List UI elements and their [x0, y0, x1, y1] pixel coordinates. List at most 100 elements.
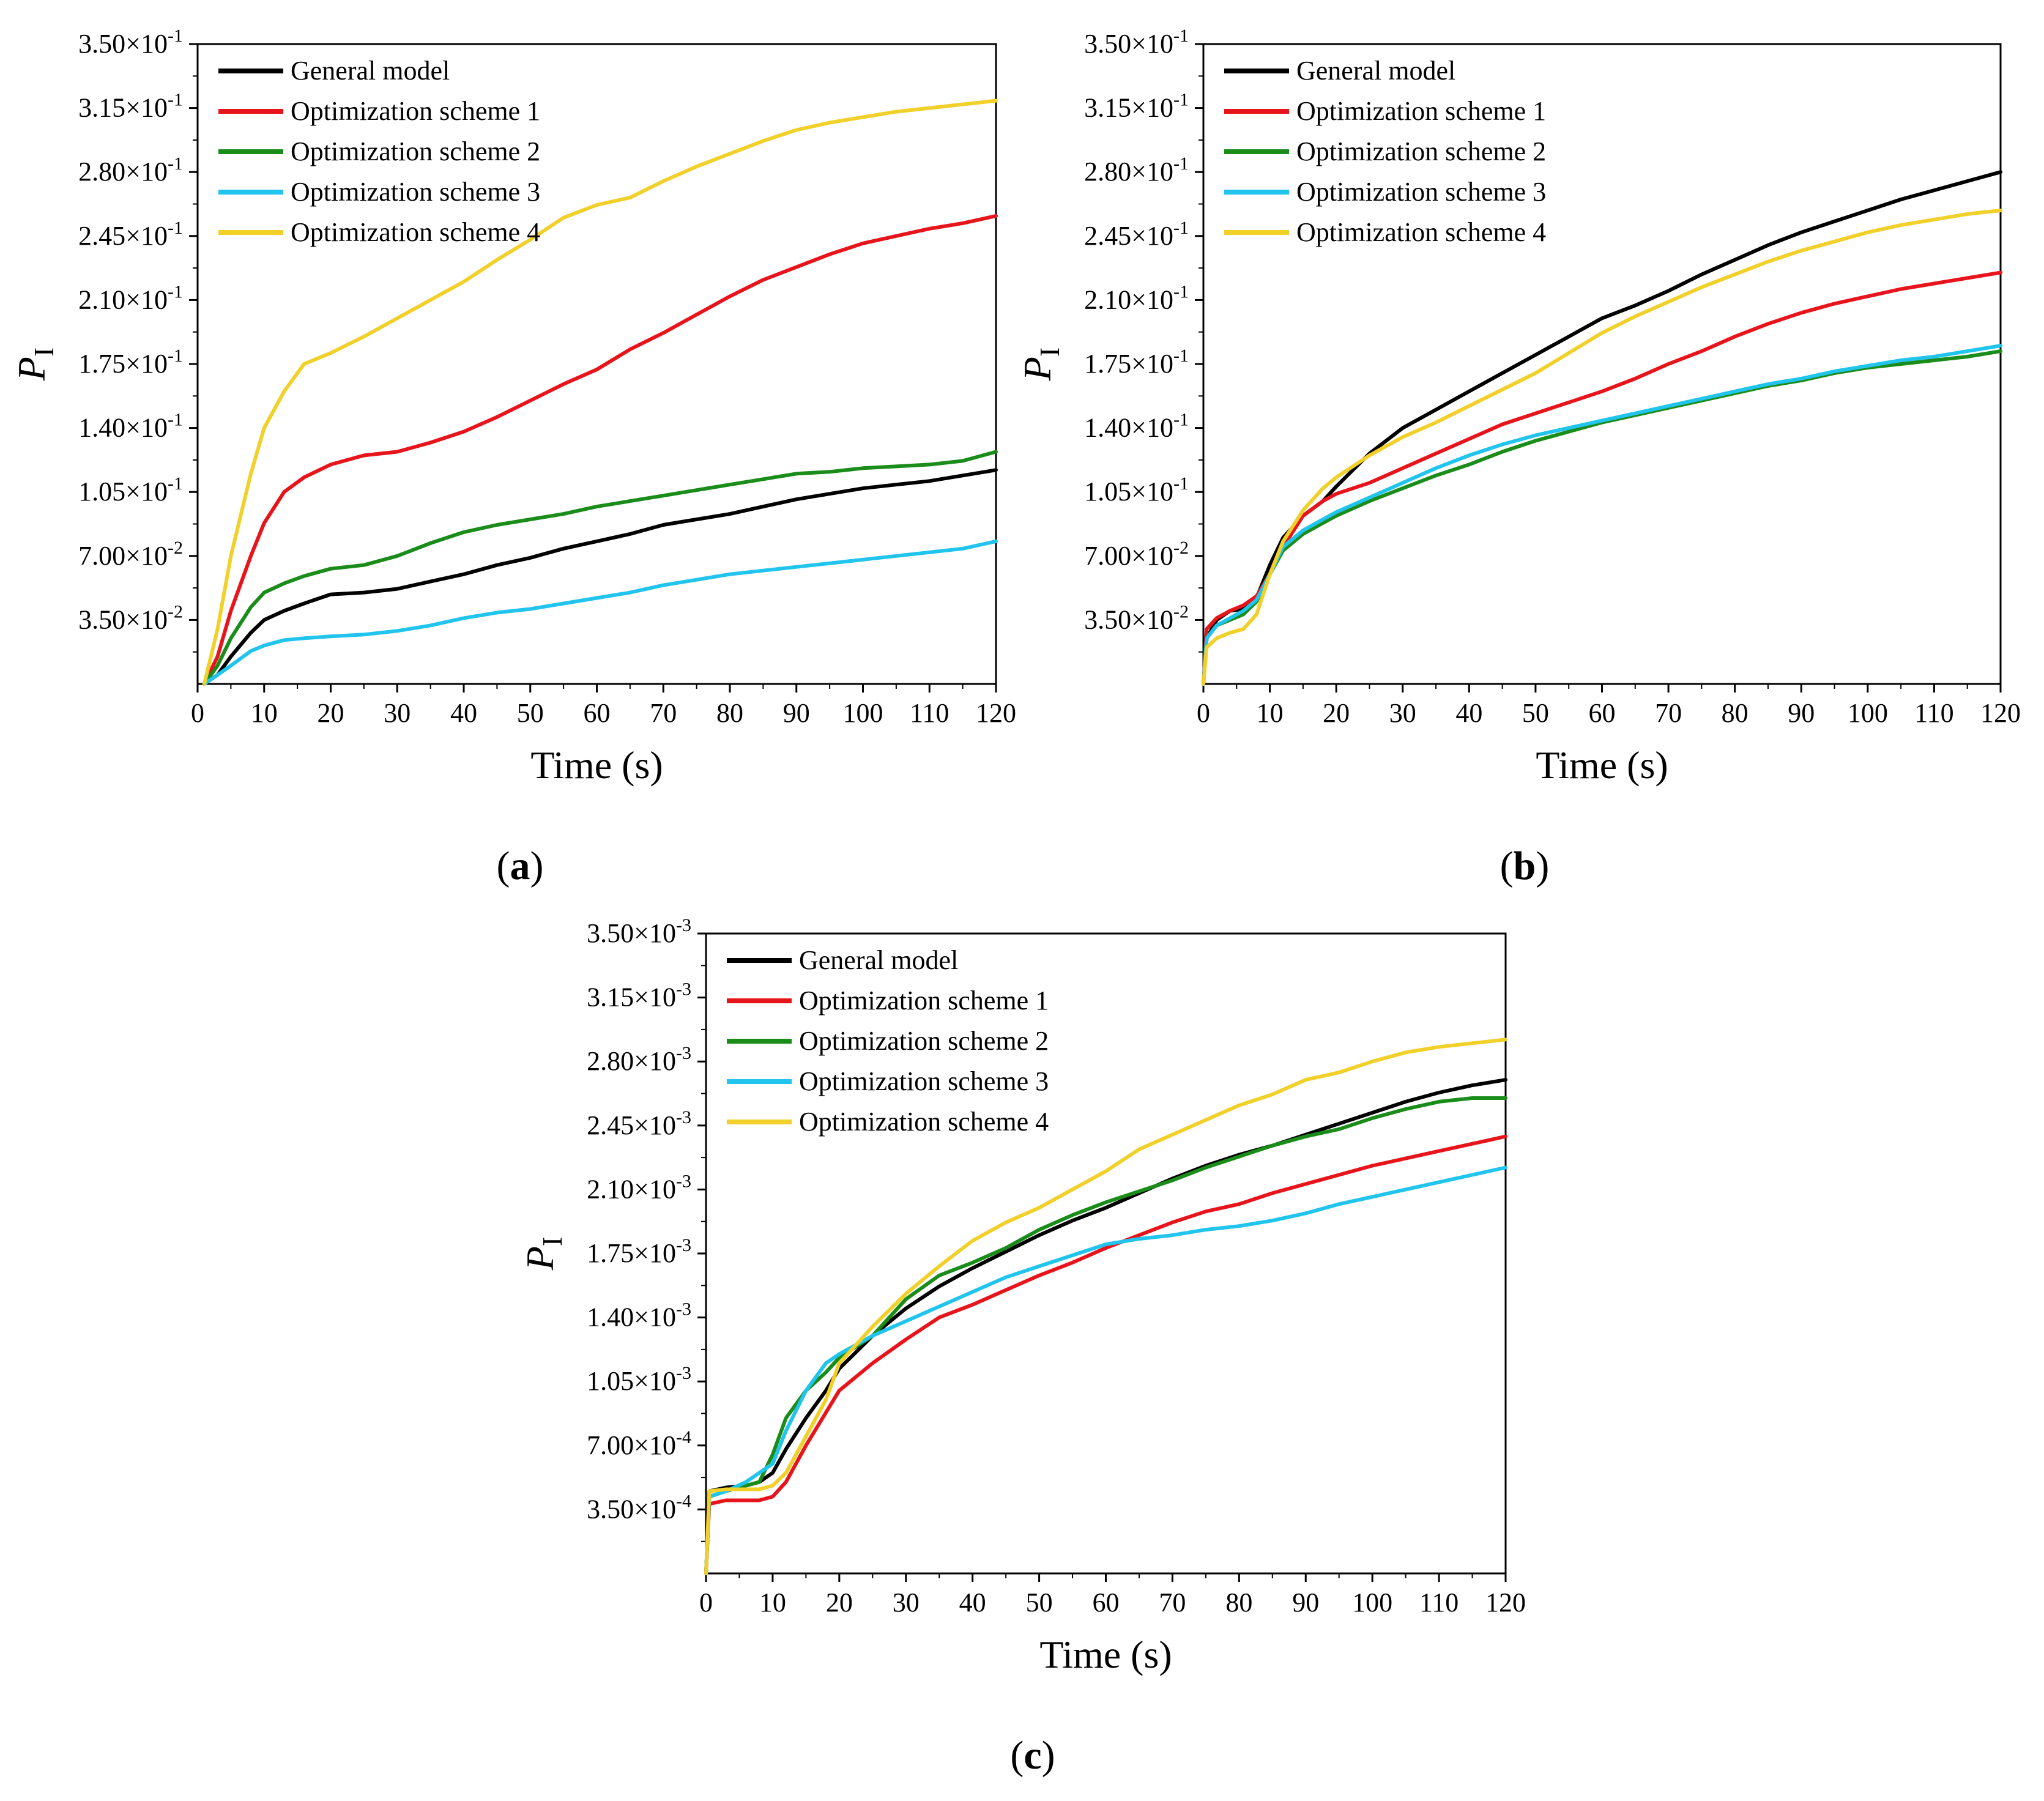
series-line-optimization-scheme-4	[704, 1038, 1507, 1575]
y-tick-label: 3.15×10-1	[1084, 90, 1189, 123]
x-tick-label: 70	[1159, 1587, 1186, 1617]
y-tick-label: 2.80×10-1	[1084, 154, 1189, 187]
legend-entry: Optimization scheme 3	[1296, 177, 1546, 207]
x-tick-label: 100	[1352, 1587, 1392, 1617]
legend-entry: Optimization scheme 1	[291, 96, 540, 126]
legend-entry: Optimization scheme 2	[1296, 136, 1546, 166]
series-line-optimization-scheme-3	[704, 1165, 1507, 1575]
x-axis-label: Time (s)	[530, 743, 663, 787]
y-tick-label: 3.15×10-1	[78, 90, 183, 123]
y-tick-label: 3.50×10-1	[1084, 26, 1189, 59]
x-axis-label: Time (s)	[1536, 743, 1668, 787]
y-tick-label: 2.10×10-1	[1084, 281, 1189, 314]
x-tick-label: 90	[1292, 1587, 1319, 1617]
y-tick-label: 1.05×10-3	[587, 1363, 691, 1396]
y-tick-label: 7.00×10-2	[1084, 538, 1189, 571]
y-tick-label: 2.45×10-3	[587, 1107, 691, 1140]
legend-entry: General model	[799, 945, 958, 975]
x-tick-label: 40	[959, 1587, 986, 1617]
chart-panel-a: 0 10 20 30 40 50 60 70 80 90 100 110 120 3.50×10-2 7.0…	[10, 26, 1016, 888]
legend: General model Optimization scheme 1 Optimi…	[218, 56, 540, 247]
x-tick-label: 120	[1980, 698, 2021, 728]
x-tick-label: 10	[759, 1587, 786, 1617]
x-tick-label: 60	[584, 698, 611, 728]
x-tick-label: 60	[1093, 1587, 1120, 1617]
chart-panel-b: 0 10 20 30 40 50 60 70 80 90 100 110 120 3.50×10-2 7.0…	[1016, 26, 2021, 888]
x-tick-label: 100	[1848, 698, 1888, 728]
legend-entry: Optimization scheme 2	[291, 136, 540, 166]
series-line-optimization-scheme-2	[202, 450, 998, 686]
legend-entry: Optimization scheme 3	[291, 177, 540, 207]
x-tick-label: 120	[976, 698, 1016, 728]
x-tick-label: 0	[1197, 698, 1210, 728]
x-tick-label: 80	[1225, 1587, 1252, 1617]
x-tick-label: 10	[251, 698, 278, 728]
x-axis-label: Time (s)	[1039, 1633, 1172, 1676]
x-tick-label: 50	[1026, 1587, 1053, 1617]
x-tick-label: 40	[1455, 698, 1482, 728]
legend-entry: Optimization scheme 4	[799, 1107, 1049, 1137]
series-line-optimization-scheme-2	[704, 1096, 1507, 1575]
x-tick-label: 20	[826, 1587, 853, 1617]
series-line-optimization-scheme-4	[202, 98, 998, 686]
y-tick-label: 1.40×10-1	[1084, 410, 1189, 443]
legend-entry: Optimization scheme 1	[1296, 96, 1546, 126]
x-tick-label: 110	[910, 698, 949, 728]
y-tick-label: 3.50×10-4	[587, 1491, 691, 1524]
x-tick-label: 60	[1589, 698, 1616, 728]
x-tick-label: 50	[517, 698, 544, 728]
x-tick-label: 0	[191, 698, 204, 728]
y-tick-label: 2.45×10-1	[78, 218, 183, 251]
series-line-optimization-scheme-3	[202, 539, 998, 686]
y-axis-label: PI	[10, 347, 59, 381]
series-line-optimization-scheme-1	[704, 1134, 1507, 1575]
x-tick-label: 70	[650, 698, 677, 728]
panel-label: (c)	[1010, 1733, 1055, 1778]
y-tick-label: 1.40×10-3	[587, 1299, 691, 1332]
panel-label: (a)	[497, 844, 544, 888]
y-tick-label: 2.80×10-3	[587, 1043, 691, 1076]
y-tick-label: 2.45×10-1	[1084, 218, 1189, 251]
y-tick-label: 1.05×10-1	[78, 473, 183, 507]
y-tick-label: 1.75×10-1	[1084, 346, 1189, 379]
x-tick-label: 110	[1419, 1587, 1459, 1617]
y-tick-label: 7.00×10-2	[78, 538, 183, 571]
x-tick-label: 90	[1788, 698, 1815, 728]
x-tick-label: 110	[1914, 698, 1953, 728]
x-tick-label: 50	[1522, 698, 1549, 728]
y-axis-label: PI	[518, 1237, 568, 1271]
series-line-optimization-scheme-1	[202, 214, 998, 686]
legend-entry: General model	[291, 56, 450, 86]
series-line-optimization-scheme-3	[1202, 344, 2002, 686]
x-tick-label: 30	[384, 698, 411, 728]
legend-entry: Optimization scheme 4	[1296, 217, 1546, 247]
legend-entry: General model	[1296, 56, 1455, 86]
x-tick-label: 10	[1257, 698, 1284, 728]
series-line-general-model	[1202, 170, 2002, 686]
legend-entry: Optimization scheme 4	[291, 217, 540, 247]
chart-panel-c: 0 10 20 30 40 50 60 70 80 90 100 110 120 3.50×10-4 7.0…	[518, 915, 1526, 1778]
x-tick-label: 80	[716, 698, 743, 728]
series-line-general-model	[202, 468, 998, 686]
x-tick-label: 0	[699, 1587, 713, 1617]
legend-entry: Optimization scheme 3	[799, 1066, 1049, 1096]
series-line-general-model	[704, 1078, 1507, 1575]
y-tick-label: 3.50×10-1	[78, 26, 183, 59]
y-tick-label: 1.40×10-1	[78, 410, 183, 443]
x-tick-label: 120	[1485, 1587, 1526, 1617]
legend: General model Optimization scheme 1 Optimi…	[727, 945, 1049, 1137]
y-tick-label: 7.00×10-4	[587, 1427, 691, 1460]
y-tick-label: 1.75×10-1	[78, 346, 183, 379]
x-tick-label: 100	[843, 698, 883, 728]
x-tick-label: 20	[1323, 698, 1350, 728]
y-tick-label: 3.50×10-2	[78, 601, 183, 634]
panel-label: (b)	[1500, 844, 1550, 888]
y-tick-label: 3.15×10-3	[587, 979, 691, 1012]
y-tick-label: 3.50×10-2	[1084, 601, 1189, 634]
y-tick-label: 1.75×10-3	[587, 1235, 691, 1268]
x-tick-label: 30	[893, 1587, 920, 1617]
y-axis-label: PI	[1016, 347, 1065, 381]
series-line-optimization-scheme-4	[1202, 209, 2002, 686]
y-tick-label: 1.05×10-1	[1084, 473, 1189, 507]
